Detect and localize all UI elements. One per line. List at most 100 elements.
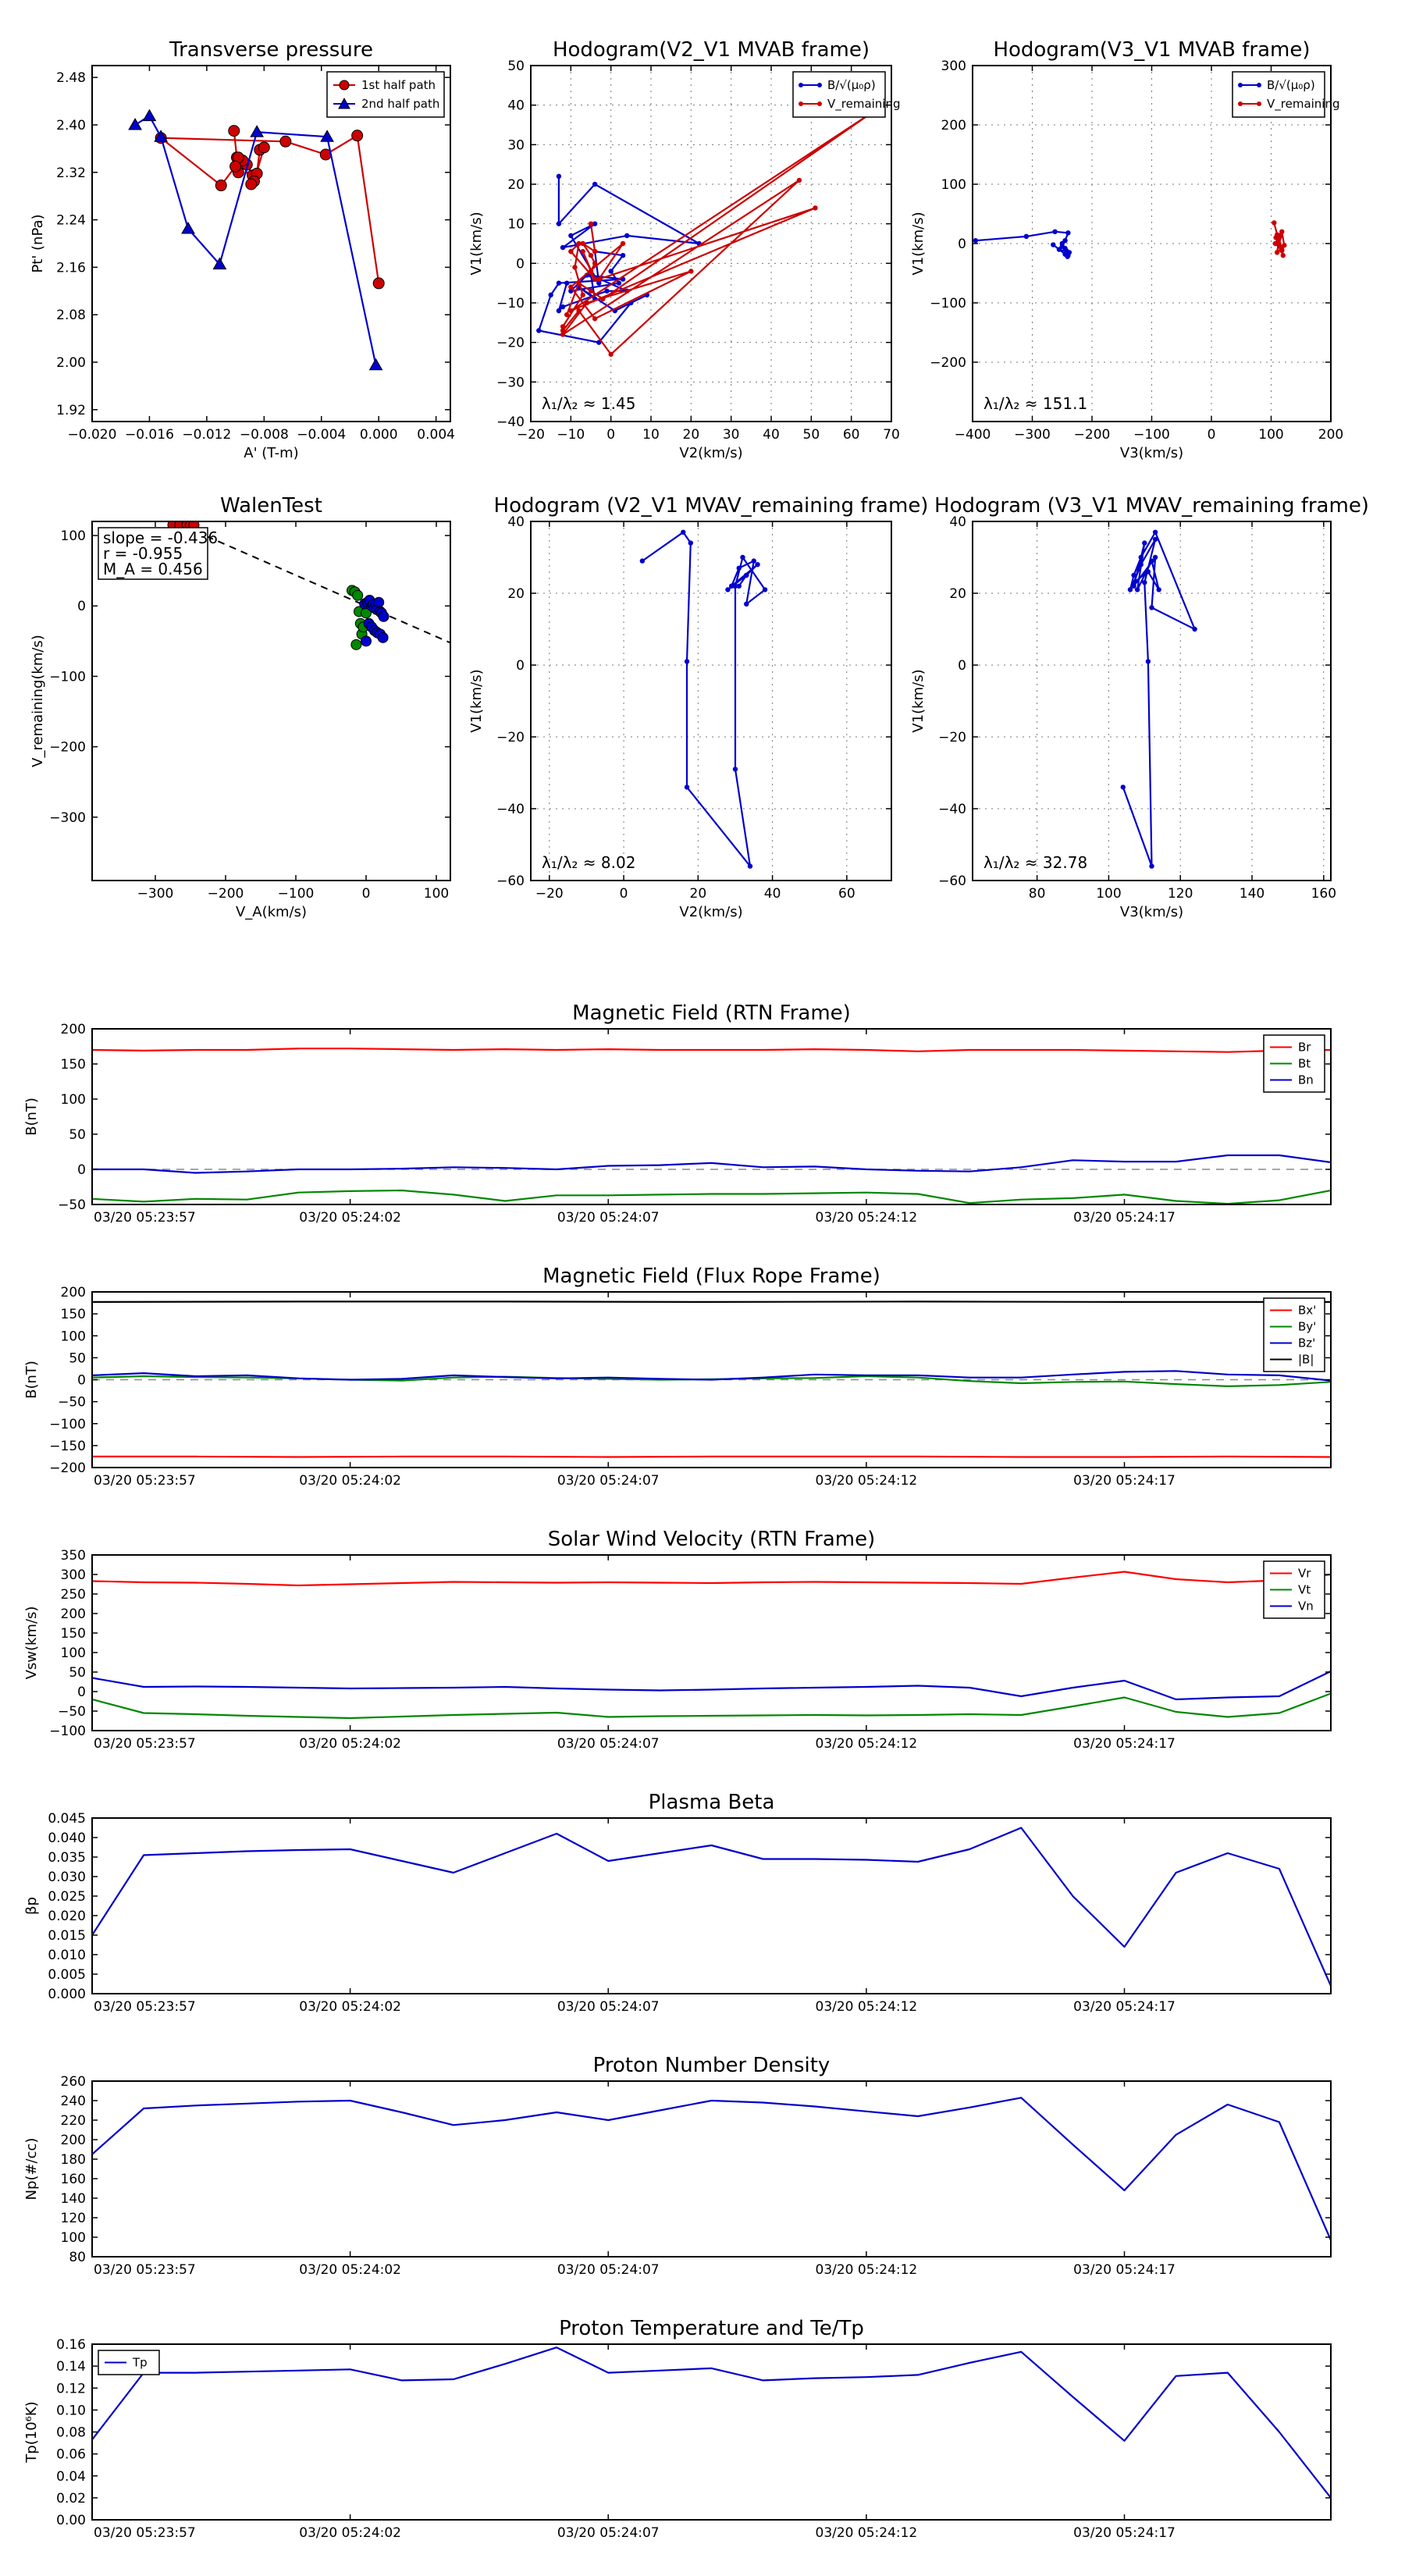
y-tick-label: 50	[69, 1127, 86, 1143]
data-point	[279, 135, 292, 148]
series-0-line	[642, 531, 767, 867]
x-tick-label: 100	[1096, 886, 1121, 902]
x-tick-label: −300	[137, 886, 174, 902]
data-point	[744, 601, 749, 607]
data-point	[1274, 250, 1280, 255]
data-point	[556, 280, 562, 286]
data-point	[620, 240, 626, 247]
x-tick-label: 03/20 05:24:07	[557, 2525, 660, 2541]
y-tick-label: −100	[930, 296, 966, 311]
data-point	[681, 529, 686, 535]
y-tick-label: 100	[61, 1646, 86, 1661]
y-tick-label: 2.08	[56, 308, 86, 323]
x-tick-label: 03/20 05:24:02	[299, 1736, 401, 1752]
y-tick-label: −40	[496, 802, 525, 817]
data-point	[568, 284, 574, 290]
x-tick-label: 30	[723, 427, 740, 443]
data-point	[250, 125, 265, 137]
chart-title: Hodogram(V3_V1 MVAB frame)	[993, 38, 1310, 62]
series-bn-line	[92, 1154, 1331, 1174]
axes-frame	[530, 521, 892, 881]
x-tick-label: −300	[1014, 427, 1051, 443]
y-axis-label: Np(#/cc)	[23, 2138, 40, 2201]
y-tick-label: −100	[49, 1417, 86, 1432]
data-point	[796, 177, 802, 183]
chart-title: WalenTest	[220, 494, 322, 518]
y-tick-label: 40	[949, 514, 966, 530]
data-point	[1279, 229, 1285, 234]
y-tick-label: 180	[61, 2152, 86, 2168]
panel-t6: 03/20 05:23:57 03/20 05:24:02 03/20 05:24:…	[23, 2317, 1332, 2541]
y-tick-label: 300	[941, 59, 966, 74]
x-tick-label: 03/20 05:23:57	[94, 1210, 196, 1226]
y-tick-label: −40	[496, 415, 525, 430]
data-point	[580, 240, 585, 247]
x-tick-label: 120	[1168, 886, 1193, 902]
data-point	[596, 340, 602, 345]
series-tp-line	[92, 2347, 1331, 2499]
data-point	[154, 130, 168, 142]
data-point	[1138, 554, 1144, 560]
data-point	[1277, 244, 1283, 249]
data-point	[755, 562, 760, 568]
stats-line: r = -0.955	[103, 544, 183, 563]
y-tick-label: 2.24	[56, 213, 86, 229]
data-point	[1142, 540, 1147, 546]
data-point	[1145, 659, 1151, 664]
y-tick-label: 250	[61, 1587, 86, 1603]
y-tick-label: 150	[61, 1307, 86, 1322]
data-point	[576, 280, 582, 286]
y-tick-label: 0.14	[56, 2359, 86, 2375]
data-point	[1280, 253, 1286, 258]
fit-line	[170, 521, 450, 644]
data-point	[1056, 247, 1062, 252]
data-point	[1152, 536, 1158, 543]
x-tick-label: −20	[535, 886, 564, 902]
legend-box	[98, 2350, 160, 2375]
data-point	[744, 572, 749, 578]
axes-frame	[530, 65, 892, 422]
panel-t4: 03/20 05:23:57 03/20 05:24:02 03/20 05:24:…	[23, 1791, 1332, 2015]
data-point	[361, 635, 372, 647]
x-tick-label: −100	[1133, 427, 1170, 443]
data-point	[762, 587, 768, 592]
data-point	[736, 583, 742, 589]
legend-label: Bn	[1298, 1073, 1314, 1087]
x-tick-label: 03/20 05:24:17	[1073, 1473, 1176, 1489]
y-tick-label: 10	[507, 217, 525, 233]
y-tick-label: 0.10	[56, 2403, 86, 2418]
x-tick-label: 03/20 05:23:57	[94, 1473, 196, 1489]
data-point	[564, 280, 570, 286]
x-tick-label: 03/20 05:24:17	[1073, 2525, 1176, 2541]
x-tick-label: −10	[557, 427, 585, 443]
x-tick-label: −0.020	[68, 427, 117, 443]
data-point	[258, 141, 270, 154]
data-point	[560, 244, 566, 251]
y-tick-label: 100	[61, 528, 86, 544]
data-point	[608, 269, 614, 274]
y-tick-label: 0.12	[56, 2381, 86, 2396]
y-tick-label: 0.020	[48, 1909, 86, 1924]
data-point	[973, 238, 979, 244]
legend-label: Tp	[132, 2356, 148, 2370]
data-point	[556, 173, 562, 180]
legend: B/√(μ₀ρ) V_remaining	[1232, 71, 1340, 118]
data-point	[639, 558, 646, 564]
stats-line: M_A = 0.456	[103, 560, 203, 578]
legend-marker	[1257, 101, 1261, 106]
data-point	[351, 130, 364, 142]
eigenvalue-ratio-annotation: λ₁/λ₂ ≈ 8.02	[542, 853, 635, 872]
x-tick-label: −20	[517, 427, 545, 443]
y-tick-label: −20	[496, 730, 525, 745]
y-tick-label: −20	[938, 730, 966, 745]
plot-area	[167, 521, 450, 650]
legend-label: 1st half path	[361, 78, 436, 92]
plot-area	[128, 109, 385, 371]
y-tick-label: 0.04	[56, 2469, 86, 2485]
data-point	[1052, 229, 1058, 234]
y-tick-label: 0.015	[48, 1928, 86, 1944]
data-point	[596, 280, 602, 286]
x-tick-label: 03/20 05:24:07	[557, 1473, 660, 1489]
y-tick-label: 0.08	[56, 2425, 86, 2441]
y-tick-label: 300	[61, 1567, 86, 1583]
